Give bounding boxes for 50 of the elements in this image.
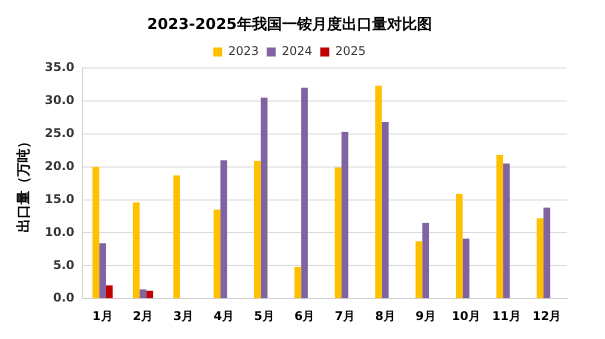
x-tick-label: 11月 <box>492 308 521 323</box>
bar <box>462 238 470 298</box>
y-axis-title: 出口量（万吨） <box>16 134 32 232</box>
y-tick-label: 15.0 <box>44 192 74 206</box>
bar <box>334 167 342 298</box>
y-tick-label: 20.0 <box>44 158 74 173</box>
chart-title: 2023-2025年我国一铵月度出口量对比图 <box>147 14 432 33</box>
bar <box>375 86 382 298</box>
bar <box>294 266 302 298</box>
x-tick-label: 8月 <box>375 308 396 323</box>
bar <box>342 132 348 298</box>
bar <box>382 122 389 298</box>
x-tick-label: 12月 <box>532 308 562 323</box>
x-tick-label: 7月 <box>334 308 356 323</box>
bar <box>536 218 544 298</box>
bar <box>301 88 308 298</box>
x-tick-label: 6月 <box>294 308 315 323</box>
y-tick-label: 5.0 <box>53 258 74 272</box>
bar <box>543 208 550 298</box>
bar <box>416 241 422 298</box>
x-tick-label: 10月 <box>452 308 480 323</box>
bar <box>503 164 510 298</box>
x-tick-label: 2月 <box>132 308 154 323</box>
x-tick-label: 3月 <box>173 308 194 323</box>
y-tick-label: 30.0 <box>44 93 74 108</box>
bar <box>220 160 228 298</box>
y-tick-label: 10.0 <box>44 224 74 239</box>
bar <box>456 194 463 298</box>
x-tick-label: 1月 <box>92 308 113 323</box>
bar <box>496 154 504 298</box>
bar <box>173 175 180 298</box>
bar <box>99 243 106 298</box>
y-tick-label: 0.0 <box>53 290 74 305</box>
bar <box>214 210 220 298</box>
y-tick-label: 25.0 <box>44 126 74 140</box>
bar <box>260 98 268 298</box>
legend-label: 2024 <box>282 44 312 58</box>
legend-label: 2025 <box>335 44 366 58</box>
bar <box>140 289 146 298</box>
x-tick-label: 9月 <box>415 308 436 323</box>
bar <box>92 166 100 298</box>
legend-label: 2023 <box>228 44 259 58</box>
bar <box>422 222 430 298</box>
x-tick-label: 5月 <box>254 308 274 323</box>
x-tick-label: 4月 <box>214 308 234 323</box>
bar <box>254 160 261 298</box>
bar <box>106 285 113 298</box>
bar <box>132 202 140 298</box>
y-tick-label: 35.0 <box>44 60 74 74</box>
bar <box>146 290 154 298</box>
